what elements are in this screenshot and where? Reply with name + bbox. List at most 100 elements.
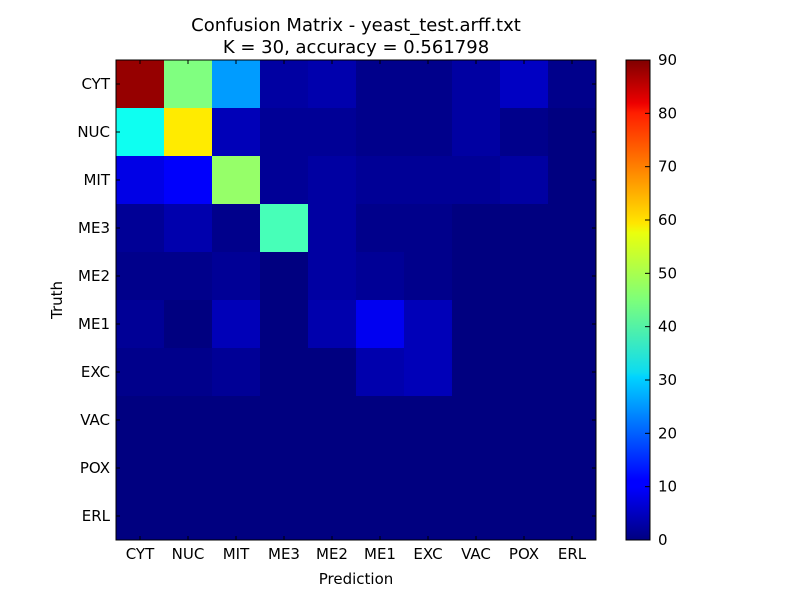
x-tick-label: EXC	[413, 545, 442, 563]
x-tick-label: NUC	[172, 545, 205, 563]
y-axis-label: Truth	[48, 281, 66, 320]
heatmap-cell-me3-me3	[260, 204, 309, 253]
heatmap-cell-me2-vac	[452, 252, 501, 301]
heatmap-cell-erl-exc	[404, 492, 453, 541]
heatmap-cell-exc-mit	[212, 348, 261, 397]
heatmap-cell-me2-erl	[548, 252, 597, 301]
heatmap-cell-nuc-cyt	[116, 108, 165, 157]
y-tick-label: VAC	[80, 411, 110, 429]
heatmap-cell-exc-erl	[548, 348, 597, 397]
colorbar-tick-label: 80	[658, 104, 677, 122]
x-tick-label: ME1	[364, 545, 396, 563]
heatmap-cell-cyt-pox	[500, 60, 549, 109]
heatmap-cell-pox-me3	[260, 444, 309, 493]
heatmap-cell-cyt-me1	[356, 60, 405, 109]
heatmap-cell-me1-erl	[548, 300, 597, 349]
heatmap-cell-exc-nuc	[164, 348, 213, 397]
heatmap-cell-me1-mit	[212, 300, 261, 349]
heatmap-cell-vac-mit	[212, 396, 261, 445]
heatmap-cell-me1-me2	[308, 300, 357, 349]
heatmap-cell-me3-mit	[212, 204, 261, 253]
colorbar-tick-label: 90	[658, 51, 677, 69]
heatmap-cell-vac-pox	[500, 396, 549, 445]
heatmap-cell-cyt-me3	[260, 60, 309, 109]
heatmap-cell-me1-exc	[404, 300, 453, 349]
heatmap-cell-pox-nuc	[164, 444, 213, 493]
heatmap-cell-exc-exc	[404, 348, 453, 397]
y-tick-label: POX	[80, 459, 110, 477]
heatmap-cell-vac-vac	[452, 396, 501, 445]
heatmap-cell-vac-cyt	[116, 396, 165, 445]
heatmap-cell-me2-me3	[260, 252, 309, 301]
heatmap-cell-exc-me3	[260, 348, 309, 397]
heatmap-cell-vac-nuc	[164, 396, 213, 445]
heatmap-cell-mit-me1	[356, 156, 405, 205]
heatmap-cell-me1-nuc	[164, 300, 213, 349]
heatmap-cell-me2-me2	[308, 252, 357, 301]
heatmap-cell-me3-me2	[308, 204, 357, 253]
heatmap-cell-me3-pox	[500, 204, 549, 253]
y-tick-label: MIT	[83, 171, 110, 189]
heatmap-cell-me2-mit	[212, 252, 261, 301]
colorbar-ticks: 0 10 20 30 40 50 60 70 80 90	[645, 51, 677, 549]
chart-title-line2: K = 30, accuracy = 0.561798	[223, 37, 489, 58]
heatmap-cell-mit-mit	[212, 156, 261, 205]
y-tick-label: ME2	[78, 267, 110, 285]
heatmap-cell-nuc-me2	[308, 108, 357, 157]
heatmap-cell-erl-me1	[356, 492, 405, 541]
heatmap-cell-nuc-erl	[548, 108, 597, 157]
heatmap-cell-me2-exc	[404, 252, 453, 301]
y-tick-label: ME3	[78, 219, 110, 237]
heatmap-cell-erl-me3	[260, 492, 309, 541]
heatmap-frame	[115, 59, 597, 541]
heatmap-cell-pox-cyt	[116, 444, 165, 493]
heatmap-cell-erl-me2	[308, 492, 357, 541]
heatmap-cell-me1-cyt	[116, 300, 165, 349]
heatmap-cell-me1-vac	[452, 300, 501, 349]
heatmap-cell-mit-pox	[500, 156, 549, 205]
heatmap-cell-nuc-me1	[356, 108, 405, 157]
y-tick-label: EXC	[81, 363, 110, 381]
x-axis-label: Prediction	[319, 570, 394, 588]
heatmap-cell-erl-erl	[548, 492, 597, 541]
heatmap-cell-mit-erl	[548, 156, 597, 205]
heatmap-cell-erl-cyt	[116, 492, 165, 541]
heatmap-cell-me3-cyt	[116, 204, 165, 253]
heatmap-cell-mit-nuc	[164, 156, 213, 205]
heatmap-cell-me3-nuc	[164, 204, 213, 253]
colorbar	[625, 59, 651, 541]
heatmap-cell-mit-me3	[260, 156, 309, 205]
heatmap-cell-mit-me2	[308, 156, 357, 205]
colorbar-tick-label: 40	[658, 318, 677, 336]
heatmap-cell-cyt-vac	[452, 60, 501, 109]
heatmap-cells	[116, 60, 597, 541]
heatmap-cell-vac-me2	[308, 396, 357, 445]
heatmap-cell-nuc-me3	[260, 108, 309, 157]
heatmap-cell-erl-mit	[212, 492, 261, 541]
colorbar-tick-label: 50	[658, 264, 677, 282]
x-tick-label: ME3	[268, 545, 300, 563]
heatmap-cell-cyt-mit	[212, 60, 261, 109]
heatmap-cell-nuc-pox	[500, 108, 549, 157]
x-tick-label: MIT	[223, 545, 250, 563]
x-tick-label: ME2	[316, 545, 348, 563]
heatmap-cell-me3-exc	[404, 204, 453, 253]
y-tick-label: ME1	[78, 315, 110, 333]
heatmap-cell-vac-me3	[260, 396, 309, 445]
heatmap-cell-vac-erl	[548, 396, 597, 445]
heatmap-cell-vac-exc	[404, 396, 453, 445]
heatmap-cell-pox-me1	[356, 444, 405, 493]
x-tick-label: POX	[509, 545, 539, 563]
heatmap-cell-cyt-erl	[548, 60, 597, 109]
x-tick-label: VAC	[461, 545, 491, 563]
heatmap-cell-me1-pox	[500, 300, 549, 349]
heatmap-cell-me3-me1	[356, 204, 405, 253]
heatmap-cell-me2-nuc	[164, 252, 213, 301]
heatmap-cell-mit-exc	[404, 156, 453, 205]
heatmap-cell-exc-cyt	[116, 348, 165, 397]
colorbar-tick-label: 70	[658, 158, 677, 176]
heatmap-cell-mit-cyt	[116, 156, 165, 205]
heatmap-cell-exc-vac	[452, 348, 501, 397]
heatmap-cell-pox-vac	[452, 444, 501, 493]
